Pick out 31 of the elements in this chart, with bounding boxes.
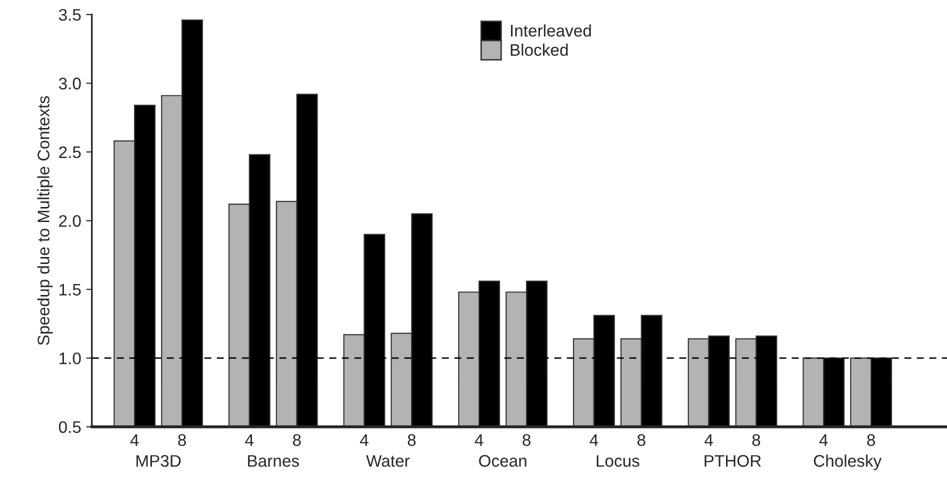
x-tick-label: 4 <box>245 434 254 446</box>
x-tick-label: 4 <box>704 434 713 446</box>
legend-label: Interleaved <box>511 24 591 37</box>
text: MP3D <box>136 455 181 467</box>
y-tick-label: 1.0 <box>60 352 81 364</box>
y-tick-label: 1.5 <box>60 284 81 296</box>
x-tick-label: 4 <box>360 434 368 446</box>
y-tick-label: 2.5 <box>59 146 81 158</box>
text: Barnes <box>248 455 299 467</box>
x-tick-label: 8 <box>292 434 301 446</box>
y-axis-title: Speedup due to Multiple Contexts <box>37 96 53 345</box>
text: Locus <box>596 455 640 467</box>
y-tick-label: 3.0 <box>58 78 81 90</box>
x-tick-label: 4 <box>474 434 484 446</box>
x-tick-label: 8 <box>752 434 760 446</box>
x-tick-label: 4 <box>819 434 828 446</box>
x-tick-label: 8 <box>522 434 530 446</box>
text: Cholesky <box>814 454 882 470</box>
x-tick-label: 8 <box>408 434 416 446</box>
x-tick-label: 4 <box>130 434 139 446</box>
x-tick-label: 8 <box>637 434 646 446</box>
x-tick-label: 8 <box>867 434 875 446</box>
text: Water <box>366 455 410 467</box>
text: Ocean <box>479 455 526 467</box>
y-tick-label: 2.0 <box>59 215 81 227</box>
y-tick-label: 3.5 <box>58 8 81 21</box>
x-tick-label: 4 <box>590 434 598 446</box>
text: PTHOR <box>704 455 761 467</box>
x-tick-label: 8 <box>178 434 186 446</box>
legend-label: Blocked <box>510 44 568 56</box>
y-tick-label: 0.5 <box>58 421 81 434</box>
